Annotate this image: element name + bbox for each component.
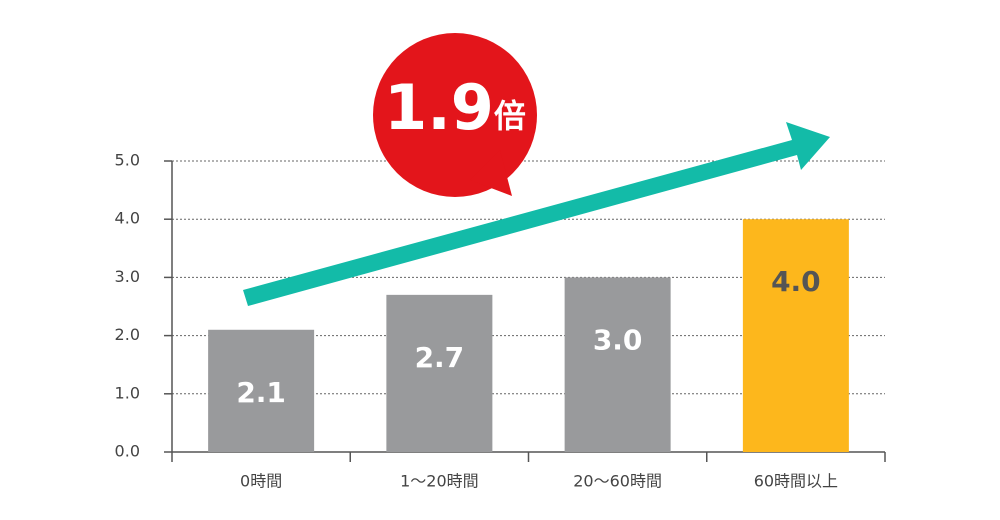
value-label: 2.7	[415, 341, 465, 374]
callout-number: 1.9	[384, 71, 494, 144]
y-tick-label: 4.0	[115, 209, 140, 228]
value-label: 2.1	[236, 376, 286, 409]
y-tick-label: 3.0	[115, 267, 140, 286]
x-tick-label: 20〜60時間	[573, 472, 662, 491]
trend-arrow	[243, 122, 830, 306]
bar	[386, 294, 493, 452]
callout-text: 1.9倍	[384, 71, 526, 144]
callout-tail	[470, 150, 512, 196]
bar	[564, 277, 671, 452]
y-tick-label: 5.0	[115, 151, 140, 170]
y-tick-label: 0.0	[115, 442, 140, 461]
value-label: 3.0	[593, 323, 643, 356]
x-tick-label: 0時間	[240, 472, 282, 491]
value-label: 4.0	[771, 265, 821, 298]
plot-area: 0.0 1.0 2.0 3.0 4.0 5.0 0時間 2.1 1〜20時間 2.7 20〜60時間…	[115, 151, 886, 491]
callout-unit: 倍	[494, 97, 526, 135]
bar	[208, 329, 315, 452]
y-tick-label: 1.0	[115, 383, 140, 402]
y-tick-label: 2.0	[115, 325, 140, 344]
bar	[742, 219, 849, 452]
callout: 1.9倍	[373, 33, 537, 197]
x-tick-label: 1〜20時間	[400, 472, 479, 491]
x-tick-label: 60時間以上	[754, 472, 838, 491]
